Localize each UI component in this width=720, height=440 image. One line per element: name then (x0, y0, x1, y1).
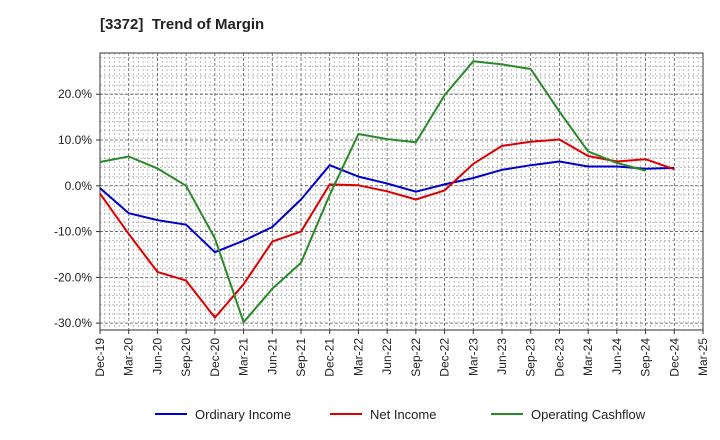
x-tick-label: Mar-25 (696, 338, 710, 376)
x-tick-label: Dec-21 (323, 338, 337, 377)
y-tick-label: 20.0% (58, 87, 92, 101)
series-line-ordinary-income (99, 160, 675, 254)
x-tick-label: Jun-22 (380, 338, 394, 375)
x-tick-label: Dec-23 (552, 338, 566, 377)
plot-area (100, 53, 703, 330)
x-tick-label: Dec-19 (93, 338, 107, 377)
x-tick-label: Mar-20 (122, 338, 136, 376)
x-tick-label: Sep-24 (639, 338, 653, 377)
x-tick-label: Mar-22 (351, 338, 365, 376)
x-tick-label: Jun-24 (610, 338, 624, 375)
plot-frame (99, 52, 704, 331)
series-line-operating-cashflow (99, 60, 646, 324)
y-tick-label: 10.0% (58, 133, 92, 147)
x-tick-label: Sep-20 (179, 338, 193, 377)
x-tick-label: Sep-23 (524, 338, 538, 377)
x-tick-label: Mar-21 (237, 338, 251, 376)
x-tick-label: Mar-24 (581, 338, 595, 376)
x-tick-label: Dec-22 (438, 338, 452, 377)
x-tick-label: Jun-23 (495, 338, 509, 375)
x-tick-label: Mar-23 (466, 338, 480, 376)
x-tick-label: Sep-22 (409, 338, 423, 377)
y-tick-label: -20.0% (54, 270, 92, 284)
x-tick-label: Jun-20 (150, 338, 164, 375)
legend-label: Ordinary Income (195, 407, 291, 422)
series-line-net-income (99, 138, 675, 319)
x-tick-label: Dec-20 (208, 338, 222, 377)
y-tick-label: 0.0% (65, 179, 93, 193)
x-tick-label: Jun-21 (265, 338, 279, 375)
legend-label: Net Income (370, 407, 436, 422)
y-tick-label: -10.0% (54, 225, 92, 239)
x-tick-label: Dec-24 (667, 338, 681, 377)
legend-label: Operating Cashflow (531, 407, 646, 422)
x-tick-label: Sep-21 (294, 338, 308, 377)
chart-title: [3372] Trend of Margin (100, 16, 265, 33)
y-tick-label: -30.0% (54, 316, 92, 330)
